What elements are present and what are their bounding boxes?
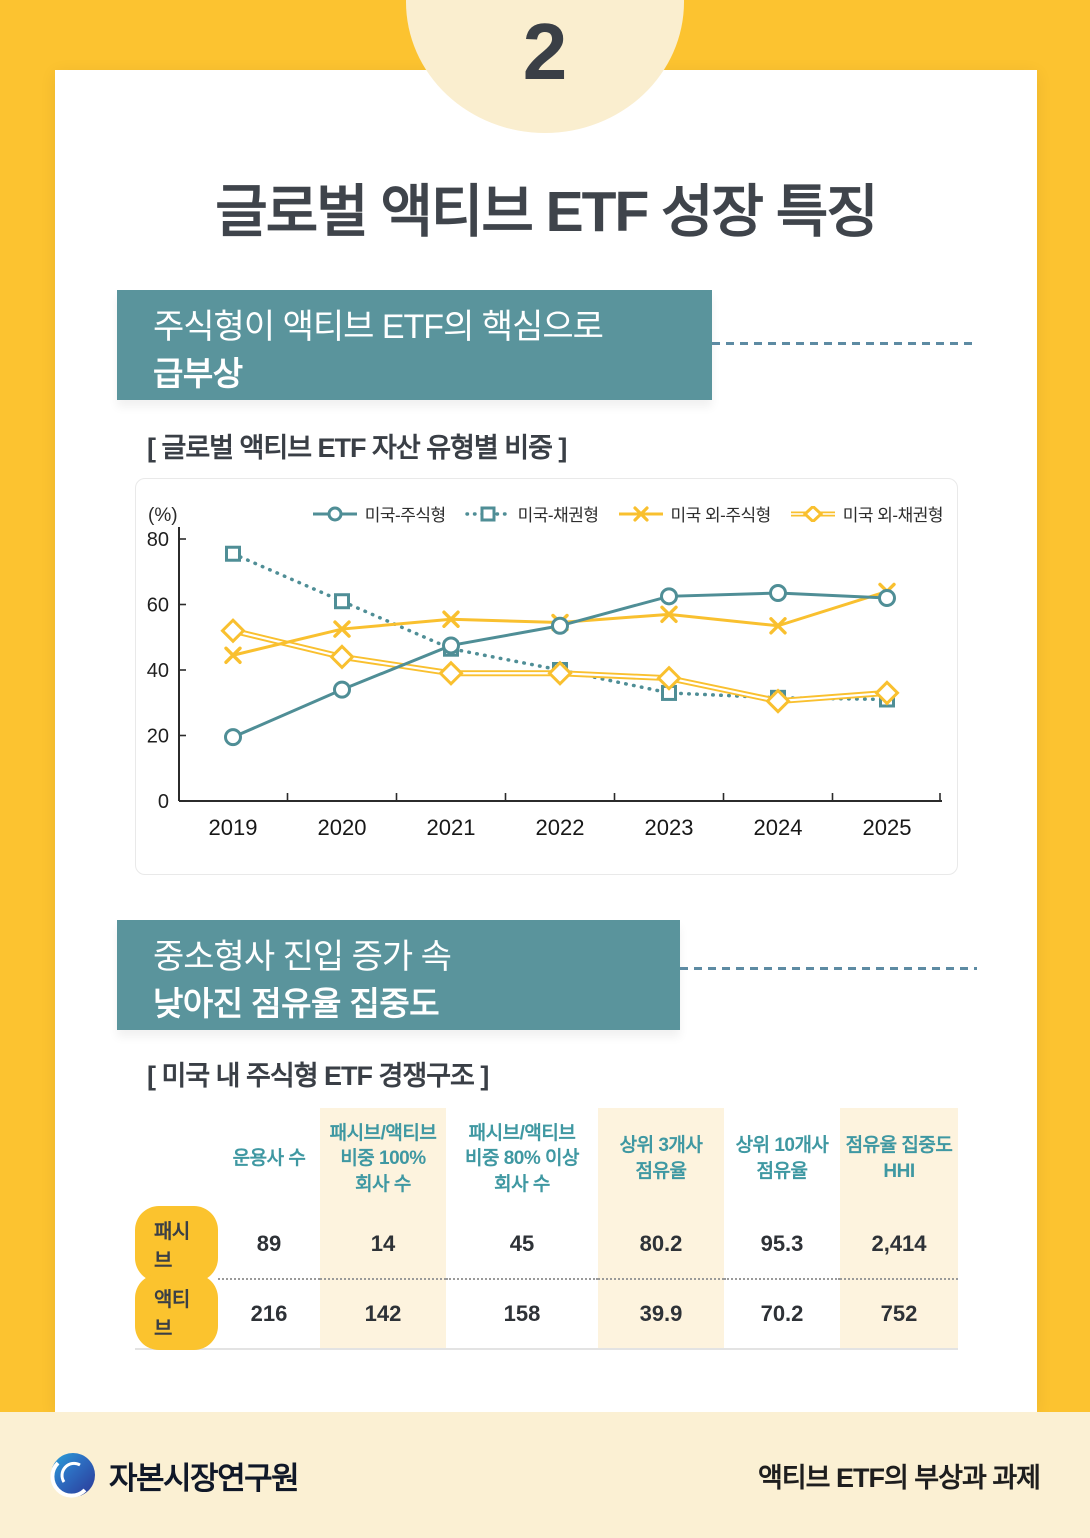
section-number: 2 [522, 7, 568, 96]
table-cell: 2,414 [840, 1210, 958, 1278]
table-cell: 70.2 [724, 1278, 840, 1348]
brand: 자본시장연구원 [50, 1452, 300, 1498]
chart-legend: 미국-주식형 미국-채권형 미국 외-주식형 [312, 501, 944, 526]
table-header-100pct: 패시브/액티브 비중 100% 회사 수 [320, 1108, 446, 1210]
table-header-managers: 운용사 수 [232, 1148, 306, 1170]
report-title: 액티브 ETF의 부상과 과제 [757, 1462, 1041, 1493]
content-card: 글로벌 액티브 ETF 성장 특징 주식형이 액티브 ETF의 핵심으로 급부상… [55, 70, 1037, 1412]
svg-text:0: 0 [158, 791, 169, 813]
svg-text:60: 60 [147, 595, 169, 617]
legend-marker-x-icon [618, 505, 663, 522]
svg-text:2020: 2020 [318, 815, 367, 840]
table-cell: 95.3 [760, 1231, 804, 1256]
legend-item-us-equity: 미국-주식형 [312, 501, 446, 526]
section1-heading-line2: 급부상 [153, 354, 243, 392]
section2-dashed-connector [680, 967, 977, 970]
section2-heading-box: 중소형사 진입 증가 속 낮아진 점유율 집중도 [117, 920, 680, 1030]
table-header-hhi: 점유율 집중도 HHI [840, 1108, 958, 1210]
legend-marker-circle-icon [312, 506, 357, 521]
svg-text:2025: 2025 [863, 815, 912, 840]
table-row-label-cell: 패시브 [135, 1206, 218, 1282]
y-axis-unit-label: (%) [148, 505, 178, 526]
legend-label: 미국-채권형 [517, 506, 599, 525]
section2-heading-line1: 중소형사 진입 증가 속 [153, 938, 452, 976]
legend-marker-diamond-icon [790, 505, 835, 522]
footer: 자본시장연구원 액티브 ETF의 부상과 과제 [0, 1412, 1090, 1538]
svg-text:20: 20 [147, 726, 169, 748]
legend-item-exus-equity: 미국 외-주식형 [618, 501, 771, 526]
legend-label: 미국 외-채권형 [842, 506, 944, 525]
page-title: 글로벌 액티브 ETF 성장 특징 [215, 180, 878, 244]
chart-caption: [ 글로벌 액티브 ETF 자산 유형별 비중 ] [147, 433, 567, 463]
chart-plot-area: 0 20 40 60 80 2019 2020 2021 2022 2023 2024 2025 [147, 527, 942, 840]
legend-item-us-bond: 미국-채권형 [464, 501, 599, 526]
table-header-top10: 상위 10개사 점유율 [735, 1135, 829, 1182]
table-header-top3: 상위 3개사 점유율 [598, 1108, 724, 1210]
svg-text:2019: 2019 [209, 815, 258, 840]
table-header-80pct: 패시브/액티브 비중 80% 이상 회사 수 [464, 1122, 580, 1195]
table-cell: 752 [840, 1278, 958, 1348]
svg-text:80: 80 [147, 529, 169, 551]
table-cell: 14 [320, 1210, 446, 1278]
table-cell: 39.9 [598, 1278, 724, 1348]
svg-text:40: 40 [147, 660, 169, 682]
section2-heading-line2: 낮아진 점유율 집중도 [153, 984, 440, 1022]
table-caption: [ 미국 내 주식형 ETF 경쟁구조 ] [147, 1061, 489, 1091]
active-badge: 액티브 [135, 1274, 218, 1350]
svg-text:2023: 2023 [645, 815, 694, 840]
table-cell: 45 [509, 1231, 535, 1256]
line-chart: (%) 미국-주식형 미국-채권형 [135, 478, 958, 875]
table-row-label-cell: 액티브 [135, 1274, 218, 1350]
table-cell: 142 [320, 1278, 446, 1348]
legend-marker-square-icon [464, 506, 511, 521]
legend-label: 미국 외-주식형 [670, 506, 772, 525]
kcmi-logo-icon [50, 1453, 95, 1498]
org-name: 자본시장연구원 [109, 1460, 300, 1496]
table-header-empty [135, 1108, 218, 1210]
competition-table: 운용사 수 패시브/액티브 비중 100% 회사 수 패시브/액티브 비중 80… [135, 1108, 958, 1350]
svg-text:2022: 2022 [536, 815, 585, 840]
table-cell: 89 [256, 1231, 282, 1256]
legend-label: 미국-주식형 [364, 506, 446, 525]
svg-text:2021: 2021 [427, 815, 476, 840]
section1-dashed-connector [712, 342, 977, 345]
table-cell: 216 [218, 1278, 320, 1348]
legend-item-exus-bond: 미국 외-채권형 [790, 501, 944, 526]
passive-badge: 패시브 [135, 1206, 218, 1282]
section1-heading-box: 주식형이 액티브 ETF의 핵심으로 급부상 [117, 290, 712, 400]
svg-text:2024: 2024 [754, 815, 803, 840]
table-cell: 158 [446, 1278, 598, 1348]
table-cell: 80.2 [598, 1210, 724, 1278]
section1-heading-line1: 주식형이 액티브 ETF의 핵심으로 [153, 308, 604, 346]
